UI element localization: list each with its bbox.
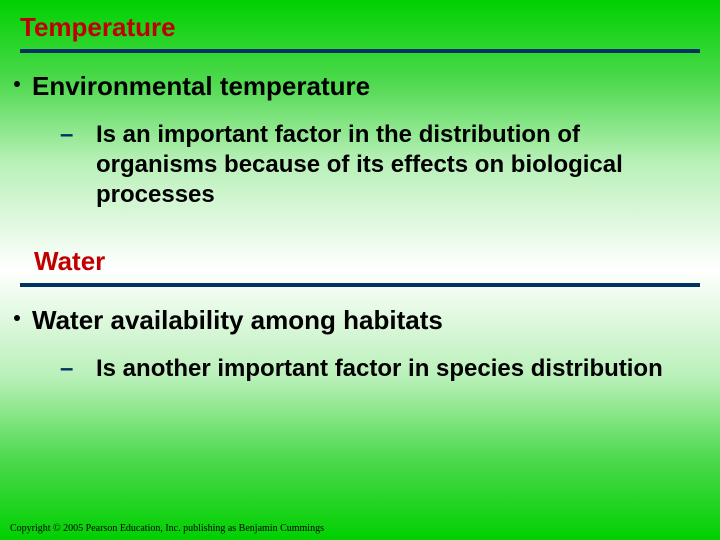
- bullet-dash-icon: –: [60, 354, 73, 384]
- title-underline: [20, 283, 700, 287]
- bullet-text: Environmental temperature: [32, 71, 370, 101]
- bullet-dash-icon: –: [60, 120, 73, 150]
- bullet-level2: – Is another important factor in species…: [0, 350, 720, 408]
- bullet-text: Water availability among habitats: [32, 305, 443, 335]
- bullet-text: Is an important factor in the distributi…: [96, 121, 623, 208]
- bullet-dot-icon: [14, 81, 20, 87]
- slide: Temperature Environmental temperature – …: [0, 0, 720, 540]
- bullet-level1: Environmental temperature: [0, 67, 720, 116]
- section-title-water: Water: [0, 234, 720, 281]
- copyright-text: Copyright © 2005 Pearson Education, Inc.…: [10, 523, 324, 534]
- bullet-text: Is another important factor in species d…: [96, 355, 663, 382]
- title-underline: [20, 49, 700, 53]
- section-title-temperature: Temperature: [0, 0, 720, 47]
- bullet-level1: Water availability among habitats: [0, 301, 720, 350]
- bullet-level2: – Is an important factor in the distribu…: [0, 116, 720, 234]
- bullet-dot-icon: [14, 315, 20, 321]
